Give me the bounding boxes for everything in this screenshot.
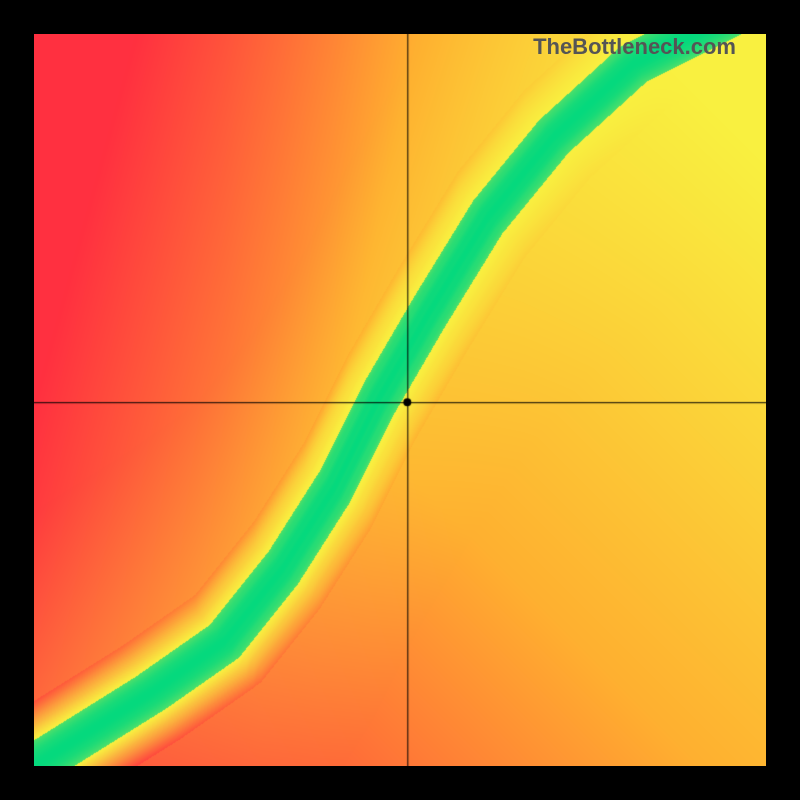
chart-frame: TheBottleneck.com: [0, 0, 800, 800]
heatmap-canvas: [34, 34, 766, 766]
plot-area: TheBottleneck.com: [34, 34, 766, 766]
watermark-label: TheBottleneck.com: [533, 34, 736, 60]
